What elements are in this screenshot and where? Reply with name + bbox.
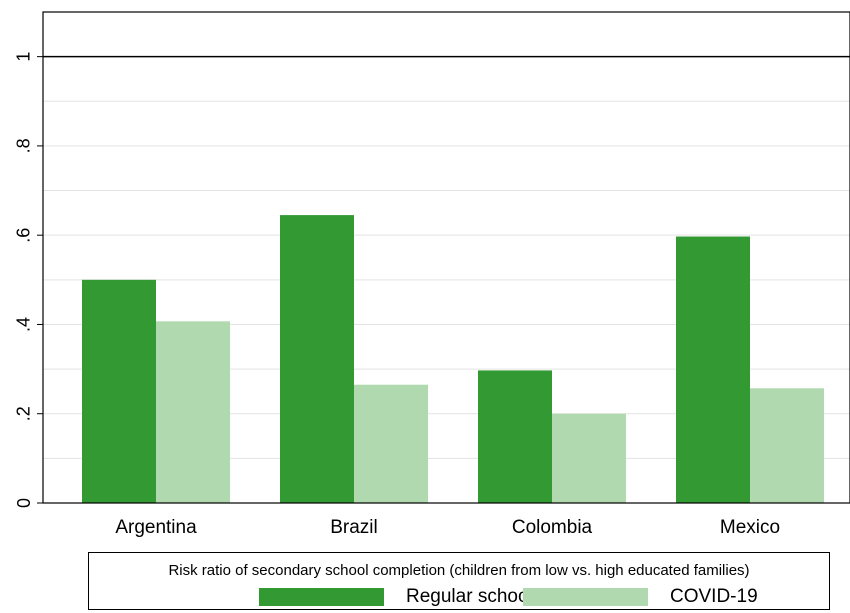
x-tick-label: Colombia [512, 517, 593, 538]
bar-argentina-covid [156, 321, 230, 503]
y-tick-label: .2 [14, 406, 34, 421]
y-tick-label: .6 [14, 228, 34, 243]
legend-swatch-covid [523, 588, 648, 606]
legend-item-covid: COVID-19 [523, 586, 758, 608]
y-tick-label: .8 [14, 138, 34, 153]
y-tick-label: 0 [14, 498, 34, 508]
bar-brazil-covid [354, 384, 428, 503]
y-tick-label: 1 [14, 52, 34, 62]
bars [82, 215, 824, 503]
legend: Risk ratio of secondary school completio… [88, 552, 830, 610]
bar-colombia-regular [478, 370, 552, 503]
y-axis-ticks: 0 .2 .4 .6 .8 1 [14, 52, 43, 508]
legend-label-covid: COVID-19 [670, 586, 758, 607]
x-axis-labels: Argentina Brazil Colombia Mexico [115, 517, 780, 538]
x-tick-label: Mexico [720, 517, 780, 538]
legend-swatch-regular [259, 588, 384, 606]
bar-mexico-covid [750, 388, 824, 503]
plot-frame [42, 11, 850, 504]
legend-title: Risk ratio of secondary school completio… [168, 562, 750, 579]
x-tick-label: Brazil [330, 517, 378, 538]
bar-brazil-regular [280, 215, 354, 503]
bar-mexico-regular [676, 236, 750, 503]
bar-argentina-regular [82, 279, 156, 503]
y-tick-label: .4 [14, 317, 34, 332]
x-tick-label: Argentina [115, 517, 197, 538]
bar-colombia-covid [552, 413, 626, 503]
